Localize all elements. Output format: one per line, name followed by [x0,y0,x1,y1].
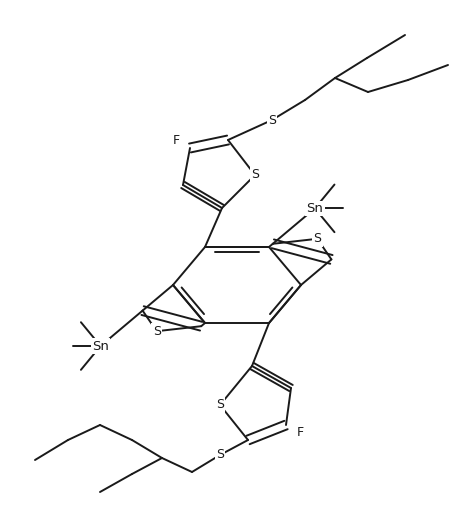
Text: Sn: Sn [306,202,323,215]
Text: S: S [216,398,224,411]
Text: F: F [173,134,180,147]
Text: S: S [216,449,224,462]
Text: S: S [268,114,276,126]
Text: S: S [251,169,259,181]
Text: Sn: Sn [92,340,109,353]
Text: F: F [296,427,303,440]
Text: S: S [153,325,161,337]
Text: S: S [313,232,321,245]
